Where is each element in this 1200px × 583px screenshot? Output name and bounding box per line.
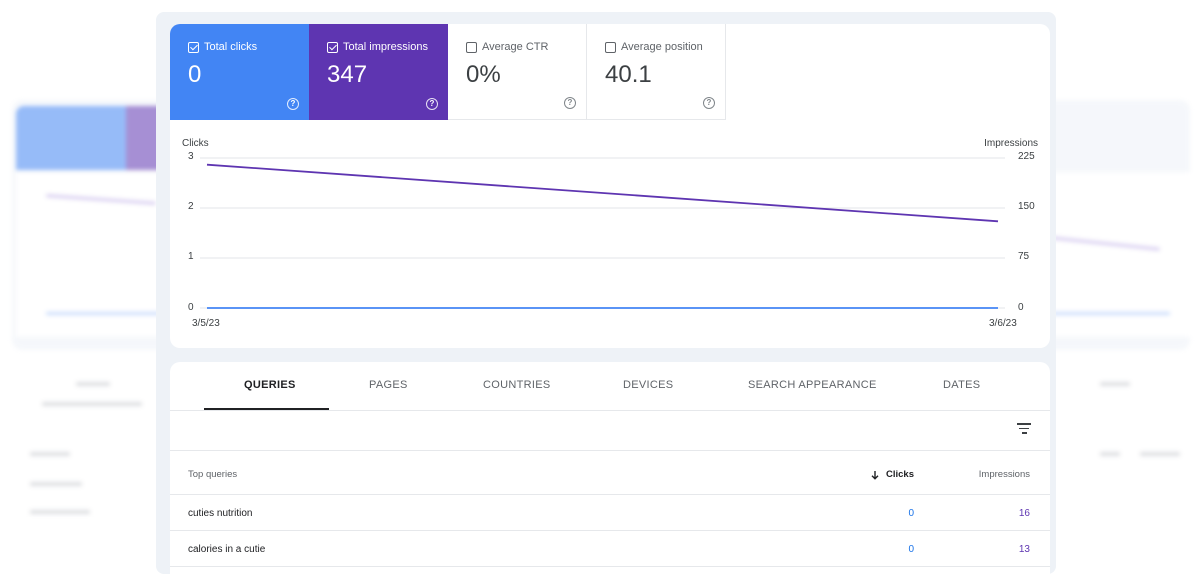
filter-bar: [170, 411, 1050, 451]
performance-chart-card: Total clicks 0 ? Total impressions 347 ?…: [170, 24, 1050, 348]
background-table-right: [1050, 362, 1190, 522]
background-line: [46, 194, 156, 205]
performance-report: Total clicks 0 ? Total impressions 347 ?…: [156, 12, 1056, 574]
left-tick-label: 2: [188, 201, 194, 212]
checkbox-icon[interactable]: [605, 41, 616, 53]
column-header-clicks-label: Clicks: [886, 469, 914, 480]
tab-search-appearance[interactable]: SEARCH APPEARANCE: [748, 379, 877, 391]
clicks-cell: 0: [908, 508, 914, 519]
table-row[interactable]: calories in a cutie 0 13: [170, 531, 1050, 567]
tab-dates[interactable]: DATES: [943, 379, 981, 391]
background-text: [30, 452, 70, 456]
column-header-clicks[interactable]: Clicks: [870, 469, 914, 480]
column-header-impressions[interactable]: Impressions: [978, 469, 1030, 480]
background-clicks-tile: [16, 106, 126, 170]
background-line: [1050, 236, 1160, 251]
tab-queries[interactable]: QUERIES: [244, 379, 296, 391]
tab-devices[interactable]: DEVICES: [623, 379, 674, 391]
checkbox-icon[interactable]: [188, 41, 199, 53]
metric-value: 0: [188, 61, 202, 88]
left-tick-label: 3: [188, 151, 194, 162]
tab-countries[interactable]: COUNTRIES: [483, 379, 551, 391]
metric-value: 40.1: [605, 61, 652, 88]
background-chart-left: [16, 172, 166, 337]
metric-total-clicks[interactable]: Total clicks 0 ?: [170, 24, 309, 120]
background-table-left: [16, 362, 166, 522]
metric-label: Average position: [621, 41, 703, 53]
left-tick-label: 1: [188, 251, 194, 262]
checkbox-icon[interactable]: [327, 41, 338, 53]
background-text: [1100, 452, 1120, 456]
help-icon[interactable]: ?: [287, 98, 299, 110]
background-chart-right: [1050, 172, 1190, 337]
background-line: [46, 312, 166, 315]
left-axis-title: Clicks: [182, 138, 209, 149]
help-icon[interactable]: ?: [564, 97, 576, 109]
table-row[interactable]: cuties nutrition 0 16: [170, 495, 1050, 531]
active-tab-indicator: [204, 408, 329, 410]
column-header-queries[interactable]: Top queries: [188, 469, 238, 480]
chart-plot-area: [200, 157, 1005, 309]
right-tick-label: 150: [1018, 201, 1035, 212]
query-cell: calories in a cutie: [188, 544, 266, 555]
background-line: [1050, 312, 1170, 315]
background-text: [42, 402, 142, 406]
impressions-cell: 13: [1018, 544, 1030, 555]
query-cell: cuties nutrition: [188, 508, 253, 519]
right-tick-label: 225: [1018, 151, 1035, 162]
metric-value: 347: [327, 61, 368, 88]
impressions-series-line: [206, 163, 999, 223]
background-text: [30, 510, 90, 514]
x-tick-label: 3/6/23: [989, 318, 1017, 329]
metric-average-ctr[interactable]: Average CTR 0% ?: [448, 24, 587, 120]
metric-tiles: Total clicks 0 ? Total impressions 347 ?…: [170, 24, 726, 120]
sort-down-arrow-icon: [871, 470, 879, 480]
background-text: [1140, 452, 1180, 456]
metric-value: 0%: [466, 61, 501, 88]
background-text: [1100, 382, 1130, 386]
help-icon[interactable]: ?: [426, 98, 438, 110]
background-text: [30, 482, 82, 486]
right-axis-title: Impressions: [984, 138, 1038, 149]
x-tick-label: 3/5/23: [192, 318, 220, 329]
line-chart: Clicks Impressions 3 2 1 0 225 150 75 0 …: [170, 124, 1050, 344]
filter-icon[interactable]: [1017, 423, 1031, 435]
tab-pages[interactable]: PAGES: [369, 379, 408, 391]
metric-label: Total clicks: [204, 41, 258, 53]
checkbox-icon[interactable]: [466, 41, 477, 53]
table-header: Top queries Clicks Impressions: [170, 451, 1050, 495]
help-icon[interactable]: ?: [703, 97, 715, 109]
left-tick-label: 0: [188, 302, 194, 313]
dimension-tabs: QUERIES PAGES COUNTRIES DEVICES SEARCH A…: [170, 362, 1050, 411]
metric-average-position[interactable]: Average position 40.1 ?: [587, 24, 726, 120]
queries-table-card: QUERIES PAGES COUNTRIES DEVICES SEARCH A…: [170, 362, 1050, 574]
metric-total-impressions[interactable]: Total impressions 347 ?: [309, 24, 448, 120]
impressions-cell: 16: [1018, 508, 1030, 519]
right-tick-label: 0: [1018, 302, 1024, 313]
metric-label: Total impressions: [343, 41, 428, 53]
metric-label: Average CTR: [482, 41, 549, 53]
background-text: [76, 382, 110, 386]
clicks-cell: 0: [908, 544, 914, 555]
right-tick-label: 75: [1018, 251, 1030, 262]
